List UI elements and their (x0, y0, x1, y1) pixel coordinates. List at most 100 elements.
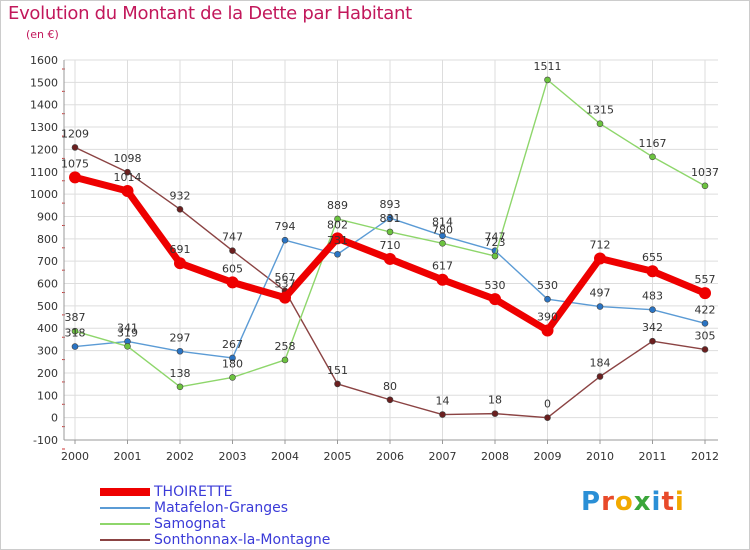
data-point-matafelon-granges (701, 320, 709, 327)
x-tick-label: 2006 (376, 450, 404, 463)
data-point-matafelon-granges (334, 250, 341, 258)
x-tick-label: 2002 (166, 450, 194, 463)
legend-swatch-samognat (100, 523, 150, 525)
legend-label-matafelon-granges: Matafelon-Granges (154, 500, 289, 516)
data-label-matafelon-granges: 747 (485, 231, 506, 244)
data-point-samognat (176, 383, 184, 391)
data-label-sonthonnax-la-montagne: 80 (383, 380, 397, 393)
y-tick-label: 0 (51, 412, 58, 425)
data-point-thoirette (594, 252, 606, 265)
data-label-sonthonnax-la-montagne: 184 (590, 357, 611, 370)
data-label-sonthonnax-la-montagne: 567 (275, 271, 296, 284)
y-tick-label: 1600 (30, 54, 58, 67)
data-label-sonthonnax-la-montagne: 305 (695, 329, 716, 342)
data-label-matafelon-granges: 814 (432, 216, 453, 229)
data-label-samognat: 1037 (691, 166, 719, 179)
data-point-thoirette (384, 252, 396, 265)
data-label-thoirette: 710 (380, 239, 401, 252)
data-label-thoirette: 390 (537, 310, 558, 323)
data-label-samognat: 258 (275, 340, 296, 353)
legend-label-sonthonnax-la-montagne: Sonthonnax-la-Montagne (154, 532, 331, 548)
y-tick-label: 1400 (30, 99, 58, 112)
data-label-sonthonnax-la-montagne: 932 (170, 189, 191, 202)
y-tick-label: 900 (37, 210, 58, 223)
data-label-samognat: 319 (117, 326, 138, 339)
data-label-matafelon-granges: 731 (327, 234, 348, 247)
y-tick-label: 600 (37, 278, 58, 291)
logo-letter: o (614, 487, 634, 517)
data-point-sonthonnax-la-montagne (71, 144, 79, 151)
data-point-sonthonnax-la-montagne (439, 411, 446, 418)
x-tick-label: 2005 (324, 450, 352, 463)
data-point-samognat (701, 182, 709, 190)
data-label-matafelon-granges: 297 (170, 331, 191, 344)
data-label-matafelon-granges: 341 (117, 321, 138, 334)
data-label-samognat: 1167 (639, 137, 667, 150)
y-tick-label: 1300 (30, 121, 58, 134)
data-label-sonthonnax-la-montagne: 18 (488, 394, 502, 407)
x-tick-label: 2001 (114, 450, 142, 463)
data-label-matafelon-granges: 794 (275, 220, 296, 233)
data-point-samognat (439, 239, 446, 247)
data-point-thoirette (699, 287, 711, 300)
data-point-matafelon-granges (229, 354, 236, 362)
data-point-matafelon-granges (649, 306, 656, 313)
data-label-thoirette: 530 (485, 279, 506, 292)
y-tick-label: 1000 (30, 188, 58, 201)
data-label-matafelon-granges: 483 (642, 290, 663, 303)
y-tick-label: 400 (37, 322, 58, 335)
data-point-matafelon-granges (71, 343, 79, 350)
data-point-thoirette (646, 265, 659, 278)
x-tick-label: 2011 (639, 450, 667, 463)
legend-item-samognat: Samognat (100, 516, 330, 532)
data-label-samognat: 1511 (534, 60, 562, 73)
data-label-matafelon-granges: 893 (380, 198, 401, 211)
data-label-sonthonnax-la-montagne: 1209 (61, 127, 89, 140)
y-tick-label: 800 (37, 233, 58, 246)
data-label-sonthonnax-la-montagne: 0 (544, 398, 551, 411)
data-label-sonthonnax-la-montagne: 342 (642, 321, 663, 334)
data-label-matafelon-granges: 267 (222, 338, 243, 351)
logo-letter: t (661, 487, 675, 517)
data-label-samognat: 138 (170, 367, 191, 380)
data-point-sonthonnax-la-montagne (649, 337, 656, 345)
data-point-samognat (281, 356, 289, 364)
chart-legend: THOIRETTE Matafelon-Granges Samognat Son… (100, 484, 330, 548)
data-point-samognat (124, 343, 131, 350)
data-point-matafelon-granges (386, 214, 394, 222)
x-tick-label: 2003 (219, 450, 247, 463)
proxiti-logo: Proxiti (581, 487, 685, 517)
data-label-samognat: 387 (65, 311, 86, 324)
legend-item-sonthonnax-la-montagne: Sonthonnax-la-Montagne (100, 532, 330, 548)
data-label-sonthonnax-la-montagne: 1098 (114, 152, 142, 165)
x-tick-label: 2009 (534, 450, 562, 463)
data-point-samognat (491, 252, 499, 260)
logo-letter: x (633, 487, 652, 517)
data-label-thoirette: 1014 (114, 171, 142, 184)
data-label-thoirette: 605 (222, 262, 243, 275)
data-point-sonthonnax-la-montagne (124, 168, 131, 176)
legend-swatch-thoirette (100, 488, 150, 496)
y-tick-label: 700 (37, 255, 58, 268)
data-label-thoirette: 617 (432, 260, 453, 273)
y-tick-label: 1200 (30, 143, 58, 156)
data-point-samognat (649, 153, 656, 161)
data-point-sonthonnax-la-montagne (176, 206, 184, 213)
data-label-thoirette: 691 (170, 243, 191, 256)
logo-letter: P (581, 487, 602, 517)
data-point-thoirette (489, 293, 501, 306)
data-point-sonthonnax-la-montagne (596, 373, 604, 380)
y-tick-label: 100 (37, 389, 58, 402)
data-point-thoirette (174, 257, 186, 270)
data-point-samognat (544, 76, 551, 84)
legend-swatch-sonthonnax-la-montagne (100, 539, 150, 541)
y-tick-label: 500 (37, 300, 58, 313)
y-tick-label: 300 (37, 345, 58, 358)
y-tick-label: 1100 (30, 166, 58, 179)
data-point-sonthonnax-la-montagne (229, 247, 236, 254)
x-tick-label: 2012 (691, 450, 719, 463)
data-point-thoirette (541, 324, 554, 337)
data-label-samognat: 831 (380, 212, 401, 225)
